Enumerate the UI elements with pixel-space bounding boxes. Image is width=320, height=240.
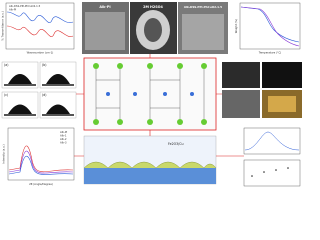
legend-label: Alk-PI (60, 130, 67, 134)
x-axis-label: Wavenumber (cm-1) (27, 51, 54, 55)
tga-panel: Temperature (°C) Weight (%) (234, 2, 301, 55)
ftir-panel: Alk-DSS-PPi-PhCuO2-1.5 Alk-PI Wavenumber… (1, 2, 75, 55)
right-photos (222, 62, 302, 118)
legend-label: Alk-1 (60, 134, 67, 138)
xrd-panel: Alk-PI Alk-1 Alk-2 Alk-3 2θ (Angle/Degre… (2, 127, 75, 186)
surface-label: Fe2O3/Cu (168, 142, 184, 146)
legend-label: Alk-2 (60, 137, 67, 141)
y-axis-label: Intensity (a.u.) (2, 144, 6, 163)
x-axis-label: Temperature (°C) (259, 51, 281, 55)
droplet-label: (a) (4, 63, 8, 67)
droplet-label: (b) (42, 63, 47, 67)
droplet-panel: (a) (b) (c) (d) (1, 61, 77, 119)
arrows (74, 54, 244, 157)
small-plots (243, 127, 301, 187)
photo-label: Alk-PI (99, 5, 110, 9)
x-axis-label: 2θ (Angle/Degree) (29, 182, 53, 186)
droplet-label: (c) (4, 93, 8, 97)
photo-label: Alk-DSS-PPi-PhCuO2-1.5 (184, 5, 222, 9)
surface-panel: Fe2O3/Cu (83, 135, 217, 185)
y-axis-label: Weight (%) (234, 19, 238, 33)
droplet-label: (d) (42, 93, 47, 97)
legend-label: Alk-PI (9, 8, 16, 12)
graphical-abstract: Alk-DSS-PPi-PhCuO2-1.5 Alk-PI Wavenumber… (1, 2, 302, 187)
legend-label: Alk-DSS-PPi-PhCuO2-1.5 (9, 4, 41, 8)
y-axis-label: % Transmittance (a.u.) (1, 11, 5, 40)
legend-label: Alk-3 (60, 141, 67, 145)
photo-panel: Alk-PI 2M H2SO4 Alk-DSS-PPi-PhCuO2-1.5 (82, 2, 228, 54)
structure-panel (83, 57, 217, 131)
photo-label: 2M H2SO4 (143, 5, 163, 9)
